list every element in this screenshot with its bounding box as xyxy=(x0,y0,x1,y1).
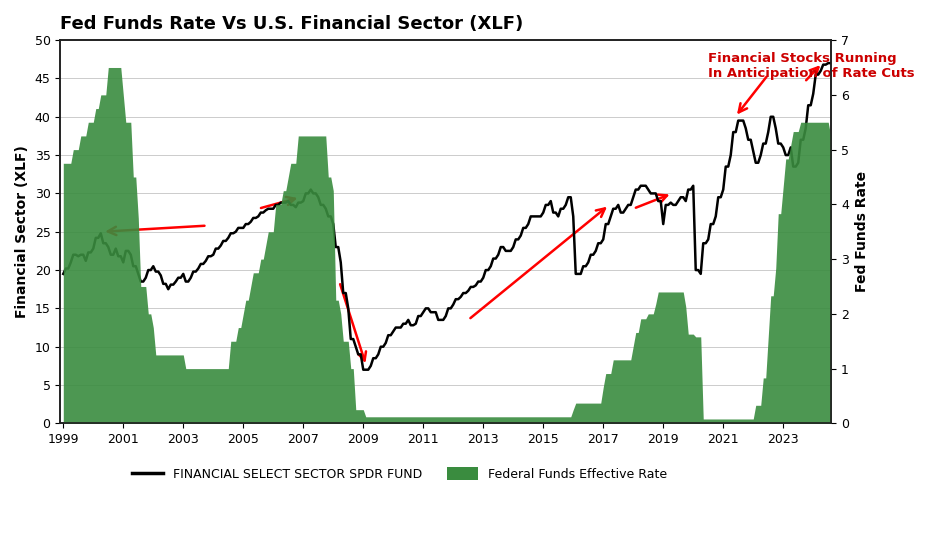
Text: Fed Funds Rate Vs U.S. Financial Sector (XLF): Fed Funds Rate Vs U.S. Financial Sector … xyxy=(60,15,523,33)
Legend: FINANCIAL SELECT SECTOR SPDR FUND, Federal Funds Effective Rate: FINANCIAL SELECT SECTOR SPDR FUND, Feder… xyxy=(126,462,672,486)
Y-axis label: Fed Funds Rate: Fed Funds Rate xyxy=(854,171,868,292)
Y-axis label: Financial Sector (XLF): Financial Sector (XLF) xyxy=(15,145,29,318)
Text: Financial Stocks Running
In Anticipation of Rate Cuts: Financial Stocks Running In Anticipation… xyxy=(708,52,914,80)
